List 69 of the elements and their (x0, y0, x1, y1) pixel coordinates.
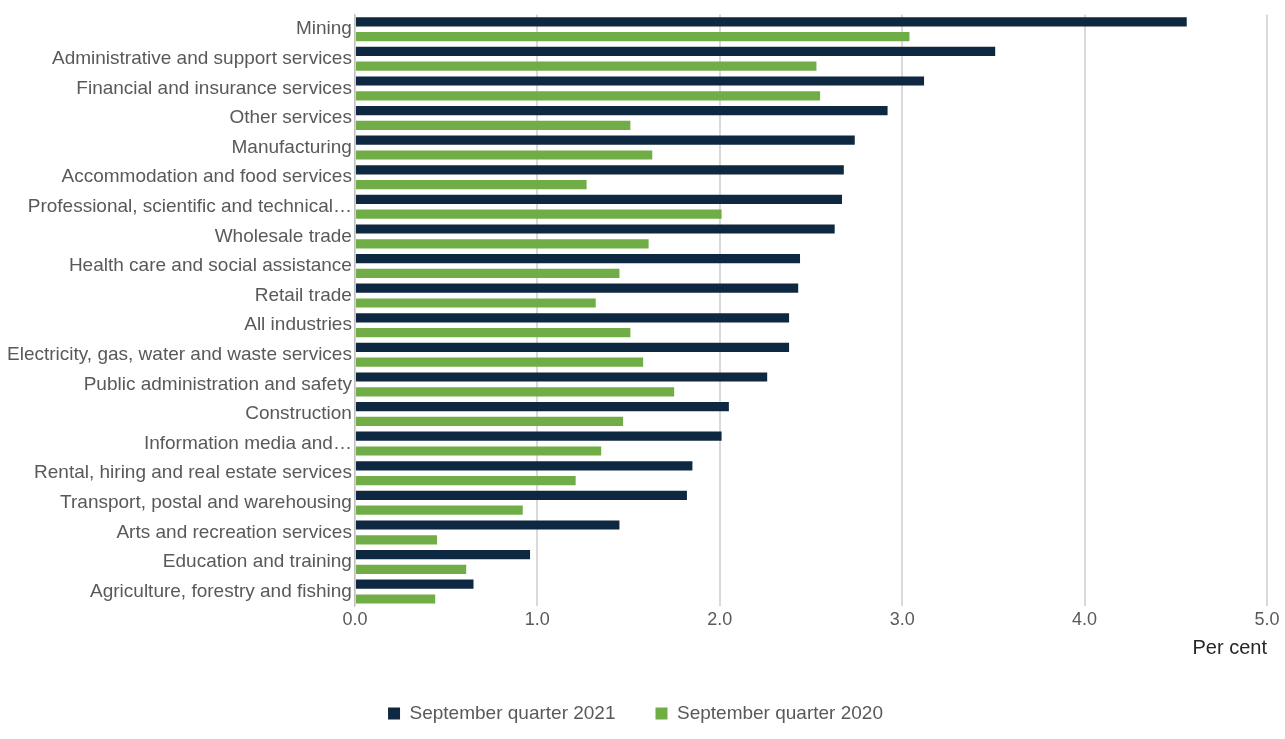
y-tick-label: Financial and insurance services (76, 76, 352, 98)
bar (355, 298, 596, 308)
bar (355, 165, 844, 175)
x-tick-label: 0.0 (342, 609, 368, 630)
bar (355, 564, 467, 574)
bar (355, 239, 649, 249)
x-tick-label: 3.0 (889, 609, 915, 630)
bar (355, 91, 821, 101)
x-tick-label: 2.0 (707, 609, 733, 630)
y-tick-label: Mining (295, 17, 352, 39)
bar (355, 594, 436, 604)
bar (355, 32, 910, 42)
y-tick-label: Professional, scientific and technical… (27, 195, 352, 217)
y-tick-label: Arts and recreation services (116, 520, 352, 542)
bar (355, 416, 624, 426)
y-tick-label: Information media and… (143, 431, 352, 453)
y-tick-label: Electricity, gas, water and waste services (6, 343, 352, 365)
bar (355, 505, 523, 515)
y-tick-label: Administrative and support services (52, 47, 352, 69)
y-tick-label: All industries (244, 313, 352, 335)
bar (355, 17, 1187, 27)
bar (355, 387, 675, 397)
bar (355, 476, 576, 486)
bar (355, 283, 799, 293)
bar (355, 224, 835, 234)
bar (355, 490, 687, 500)
y-tick-label: Rental, hiring and real estate services (34, 461, 352, 483)
bar (355, 535, 438, 545)
bar (355, 328, 631, 338)
bar (355, 579, 474, 589)
y-tick-label: Health care and social assistance (68, 254, 352, 276)
y-tick-label: Transport, postal and warehousing (60, 491, 352, 513)
y-tick-label: Manufacturing (231, 135, 352, 157)
y-tick-label: Retail trade (254, 283, 352, 305)
bar (355, 431, 722, 441)
bar (355, 180, 587, 190)
y-tick-label: Agriculture, forestry and fishing (90, 579, 352, 601)
bar (355, 520, 620, 530)
bar (355, 550, 531, 560)
bar (355, 268, 620, 278)
legend-label: September quarter 2020 (677, 701, 883, 723)
bar (355, 372, 768, 382)
y-tick-label: Education and training (162, 550, 352, 572)
bar (355, 150, 653, 160)
bar (355, 120, 631, 130)
x-tick-label: 1.0 (524, 609, 550, 630)
bar (355, 46, 996, 56)
x-tick-label: 5.0 (1254, 609, 1280, 630)
bar (355, 357, 644, 367)
bar (355, 194, 842, 204)
bar (355, 106, 888, 116)
y-tick-label: Construction (245, 402, 352, 424)
legend-label: September quarter 2021 (409, 701, 616, 723)
bar (355, 254, 801, 264)
x-tick-label: 4.0 (1072, 609, 1098, 630)
bar (355, 461, 693, 471)
bar (355, 61, 817, 71)
bar (355, 313, 790, 323)
bar (355, 342, 790, 352)
bar (355, 446, 602, 456)
y-tick-label: Public administration and safety (83, 372, 353, 394)
bar (355, 402, 729, 412)
bar (355, 76, 925, 86)
y-tick-label: Other services (229, 106, 352, 128)
x-axis-title: Per cent (1192, 635, 1268, 658)
bar (355, 209, 722, 219)
bar (355, 135, 855, 145)
y-tick-label: Wholesale trade (214, 224, 352, 246)
y-tick-label: Accommodation and food services (61, 165, 352, 187)
